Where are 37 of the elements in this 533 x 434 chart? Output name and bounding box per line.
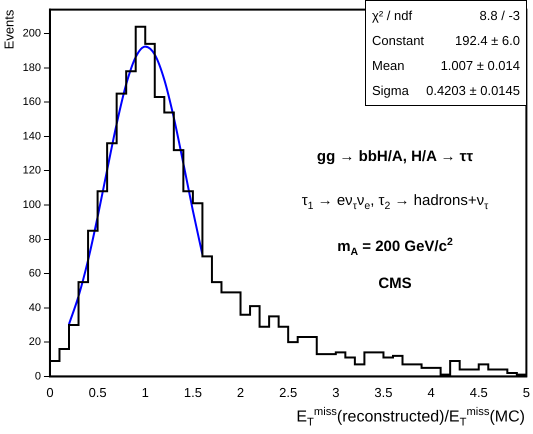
x-tick-label: 3 [332, 384, 340, 400]
text: τ$_{1}$ → eν$_{τ}$ν$_{e}$, τ$_{2}$ → hadrons+ν$_{τ}$ [302, 192, 488, 212]
annotation: Sigma [372, 83, 410, 98]
x-tick-label: 2 [236, 384, 244, 400]
x-tick-label: 0.5 [88, 384, 107, 400]
y-tick-label: 40 [28, 302, 41, 314]
y-tick-label: 200 [22, 28, 41, 40]
y-tick-label: 60 [28, 268, 41, 280]
x-tick-label: 3.5 [374, 384, 392, 400]
y-tick-label: 80 [28, 233, 41, 246]
annotation: Mean [372, 58, 406, 73]
x-axis-title: E$_{T}$$^{miss}$(reconstructed)/E$_{T}$$^{miss}$(MC) [296, 406, 525, 429]
x-tick-label: 1.5 [184, 384, 202, 400]
x-tick-label: 1 [142, 384, 149, 400]
x-tick-label: 0 [46, 384, 54, 400]
y-tick-label: 0 [34, 370, 41, 382]
x-tick-label: 4 [427, 384, 435, 400]
annotation: 0.4203 ± 0.0145 [425, 83, 520, 98]
annotation: gg → bbH/A, H/A → ττ [316, 148, 474, 165]
line-series [68, 46, 204, 326]
y-tick-label: 120 [22, 164, 41, 177]
y-axis-title: Events [1, 9, 16, 50]
x-tick-label: 2.5 [279, 384, 298, 400]
x-tick-label: 5 [522, 384, 530, 400]
y-tick-label: 20 [28, 336, 41, 348]
annotation: 8.8 / -3 [478, 8, 520, 23]
y-tick-label: 160 [22, 96, 41, 108]
annotation: m$_{A}$ = 200 GeV/c$^{2}$ [336, 236, 454, 258]
y-tick-label: 180 [22, 62, 41, 74]
annotation: Constant [372, 33, 426, 48]
annotation: 1.007 ± 0.014 [440, 58, 520, 73]
x-tick-label: 4.5 [470, 384, 488, 400]
y-tick-label: 140 [22, 130, 41, 142]
annotation: χ² / ndf [372, 8, 414, 23]
annotation: 192.4 ± 6.0 [454, 33, 520, 48]
annotation: CMS [377, 275, 413, 292]
y-tick-label: 100 [22, 199, 41, 212]
